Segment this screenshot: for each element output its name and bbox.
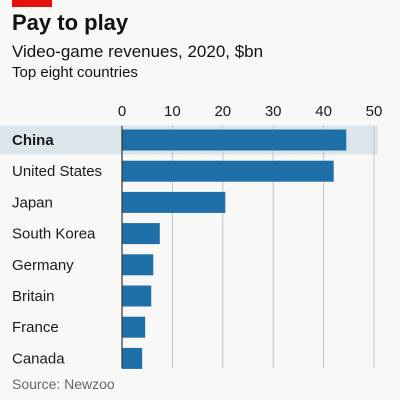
category-label: Japan [12, 194, 53, 211]
x-tick-label: 30 [265, 103, 282, 120]
chart-note: Top eight countries [12, 64, 138, 81]
x-tick-label: 0 [118, 103, 126, 120]
category-label: France [12, 319, 59, 336]
x-tick-label: 20 [214, 103, 231, 120]
bar [122, 316, 146, 338]
chart-subtitle: Video-game revenues, 2020, $bn [12, 42, 264, 61]
category-label: Canada [12, 350, 65, 367]
category-label: United States [12, 163, 102, 180]
chart-title: Pay to play [12, 10, 129, 35]
category-label: Britain [12, 288, 55, 305]
category-label: China [12, 132, 54, 149]
x-tick-label: 50 [366, 103, 383, 120]
x-tick-label: 10 [164, 103, 181, 120]
bar [122, 254, 154, 276]
x-tick-label: 40 [315, 103, 332, 120]
bar [122, 285, 152, 307]
category-label: Germany [12, 257, 74, 274]
bar [122, 129, 347, 151]
source-note: Source: Newzoo [12, 376, 115, 392]
bar [122, 191, 226, 213]
brand-accent-bar [12, 0, 52, 7]
category-label: South Korea [12, 226, 96, 243]
bar [122, 223, 160, 245]
bar [122, 347, 143, 369]
bar [122, 160, 334, 182]
